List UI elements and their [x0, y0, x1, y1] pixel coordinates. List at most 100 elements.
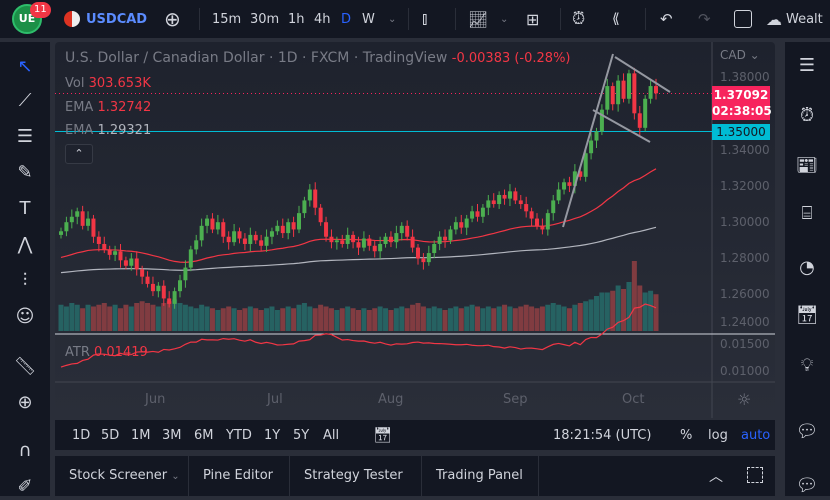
tab-pine-editor[interactable]: Pine Editor — [189, 456, 290, 496]
volume-bar — [345, 306, 351, 331]
logo-button[interactable]: UE 11 — [12, 0, 51, 38]
interval-1h[interactable]: 1h — [288, 11, 305, 27]
tab-trading-panel[interactable]: Trading Panel — [422, 456, 539, 496]
goto-date-icon[interactable]: 📅︎ — [373, 426, 393, 444]
candle-body — [313, 189, 318, 208]
horizontal-line-price-tag: 1.35000 — [712, 124, 770, 140]
candle-body — [578, 171, 583, 177]
volume-bar — [458, 308, 464, 331]
replay-icon[interactable]: ⟪ — [612, 11, 620, 27]
brush-icon[interactable]: ✎ — [17, 162, 33, 183]
candle-body — [378, 243, 383, 252]
percent-toggle[interactable]: % — [680, 427, 693, 443]
text-icon[interactable]: T — [19, 198, 31, 219]
fullscreen-icon[interactable] — [734, 0, 752, 38]
chat-icon[interactable]: 💬︎ — [795, 421, 819, 442]
chat-icon[interactable]: 💬︎ — [795, 475, 819, 496]
interval-d[interactable]: D — [341, 11, 352, 27]
range-1d[interactable]: 1D — [72, 427, 91, 443]
watchlist-icon[interactable]: ☰ — [798, 55, 816, 76]
flag-icon — [64, 11, 80, 27]
data-window-icon[interactable]: ◔ — [799, 257, 815, 278]
symbol-search[interactable]: USDCAD — [64, 0, 147, 38]
atr-axis-label: 0.01500 — [720, 337, 770, 351]
interval-dropdown-icon[interactable]: ⌄ — [388, 13, 397, 25]
interval-w[interactable]: W — [362, 11, 375, 27]
indicators-icon[interactable]: 📈︎ — [468, 9, 489, 29]
range-ytd[interactable]: YTD — [226, 427, 252, 443]
maximize-panel-icon[interactable] — [747, 467, 763, 483]
interval-30m[interactable]: 30m — [250, 11, 280, 27]
auto-toggle[interactable]: auto — [741, 427, 771, 443]
emoji-icon[interactable]: ☺ — [15, 306, 35, 327]
candle-body — [340, 240, 345, 244]
magnet-icon[interactable]: ∩ — [18, 440, 32, 461]
interval-4h[interactable]: 4h — [314, 11, 331, 27]
clock[interactable]: 18:21:54 (UTC) — [553, 427, 652, 443]
range-3m[interactable]: 3M — [162, 427, 182, 443]
candle-body — [318, 207, 323, 223]
ruler-icon[interactable]: 📏︎ — [13, 356, 37, 377]
pattern-icon[interactable]: ⋀ — [17, 234, 33, 255]
price-label: 1.26000 — [720, 287, 770, 301]
price-chart[interactable] — [55, 42, 775, 418]
interval-15m[interactable]: 15m — [212, 11, 242, 27]
chevron-up-icon[interactable]: ︿ — [709, 469, 723, 485]
volume-bar — [258, 310, 264, 331]
volume-bar — [420, 306, 426, 331]
add-note-icon[interactable]: ⌸ — [801, 203, 813, 224]
candle-body — [405, 225, 410, 237]
volume-bar — [177, 303, 183, 331]
collapse-legend-button[interactable]: ⌃ — [65, 144, 93, 164]
undo-icon[interactable]: ↶ — [660, 10, 673, 28]
indicators-dropdown-icon[interactable]: ⌄ — [500, 13, 509, 25]
time-label: Jun — [145, 392, 166, 407]
volume-bar — [475, 306, 480, 331]
volume-bar — [112, 304, 118, 331]
log-toggle[interactable]: log — [708, 427, 728, 443]
fib-icon[interactable]: ☰ — [16, 126, 34, 147]
lock-drawing-icon[interactable]: ✐ — [17, 476, 33, 497]
chart-panel[interactable]: U.S. Dollar / Canadian Dollar · 1D · FXC… — [55, 42, 775, 418]
range-1y[interactable]: 1Y — [264, 427, 281, 443]
candle-body — [329, 236, 334, 243]
news-icon[interactable]: 📰︎ — [795, 155, 819, 176]
range-6m[interactable]: 6M — [194, 427, 214, 443]
tab-strategy-tester[interactable]: Strategy Tester — [290, 456, 422, 496]
zoom-in-icon[interactable]: ⊕ — [17, 392, 33, 413]
compare-add-icon[interactable]: ⊕ — [164, 7, 181, 31]
alert-icon[interactable]: ⏰︎ — [572, 9, 586, 29]
currency-selector[interactable]: CAD ⌄ — [720, 48, 760, 62]
candle-body — [470, 211, 475, 219]
volume-bar — [561, 306, 567, 331]
range-5y[interactable]: 5Y — [293, 427, 310, 443]
watchlist-button[interactable]: ☁︎ Wealt — [766, 0, 823, 38]
range-5d[interactable]: 5D — [101, 427, 120, 443]
candle-body — [188, 249, 193, 268]
trendline-icon[interactable]: ⟋ — [18, 90, 32, 111]
candle-body — [426, 253, 431, 263]
volume-bar — [215, 310, 221, 331]
candles-icon[interactable]: ⫾ — [422, 9, 428, 29]
cursor-icon[interactable]: ↖ — [17, 56, 33, 77]
range-1m[interactable]: 1M — [131, 427, 151, 443]
volume-bar — [85, 304, 91, 331]
ideas-bulb-icon[interactable]: 💡︎ — [800, 355, 814, 376]
candle-body — [232, 231, 237, 243]
volume-bar — [182, 304, 188, 331]
chart-settings-icon[interactable]: ☼ — [737, 390, 752, 409]
volume-bar — [312, 308, 318, 331]
volume-bar — [431, 306, 437, 331]
alarm-clock-icon[interactable]: ⏰︎ — [799, 105, 815, 126]
redo-icon[interactable]: ↷ — [698, 10, 711, 28]
tab-stock-screener[interactable]: Stock Screener ⌄ — [55, 456, 189, 496]
layouts-icon[interactable]: ⊞ — [526, 9, 540, 29]
trendline — [614, 56, 671, 93]
range-all[interactable]: All — [323, 427, 340, 443]
candle-body — [302, 200, 307, 214]
candle-body — [324, 222, 329, 237]
candle-body — [632, 73, 637, 114]
volume-bar — [594, 296, 599, 331]
calendar-icon[interactable]: 📅︎ — [795, 305, 819, 326]
prediction-icon[interactable]: ⫶ — [22, 270, 28, 291]
